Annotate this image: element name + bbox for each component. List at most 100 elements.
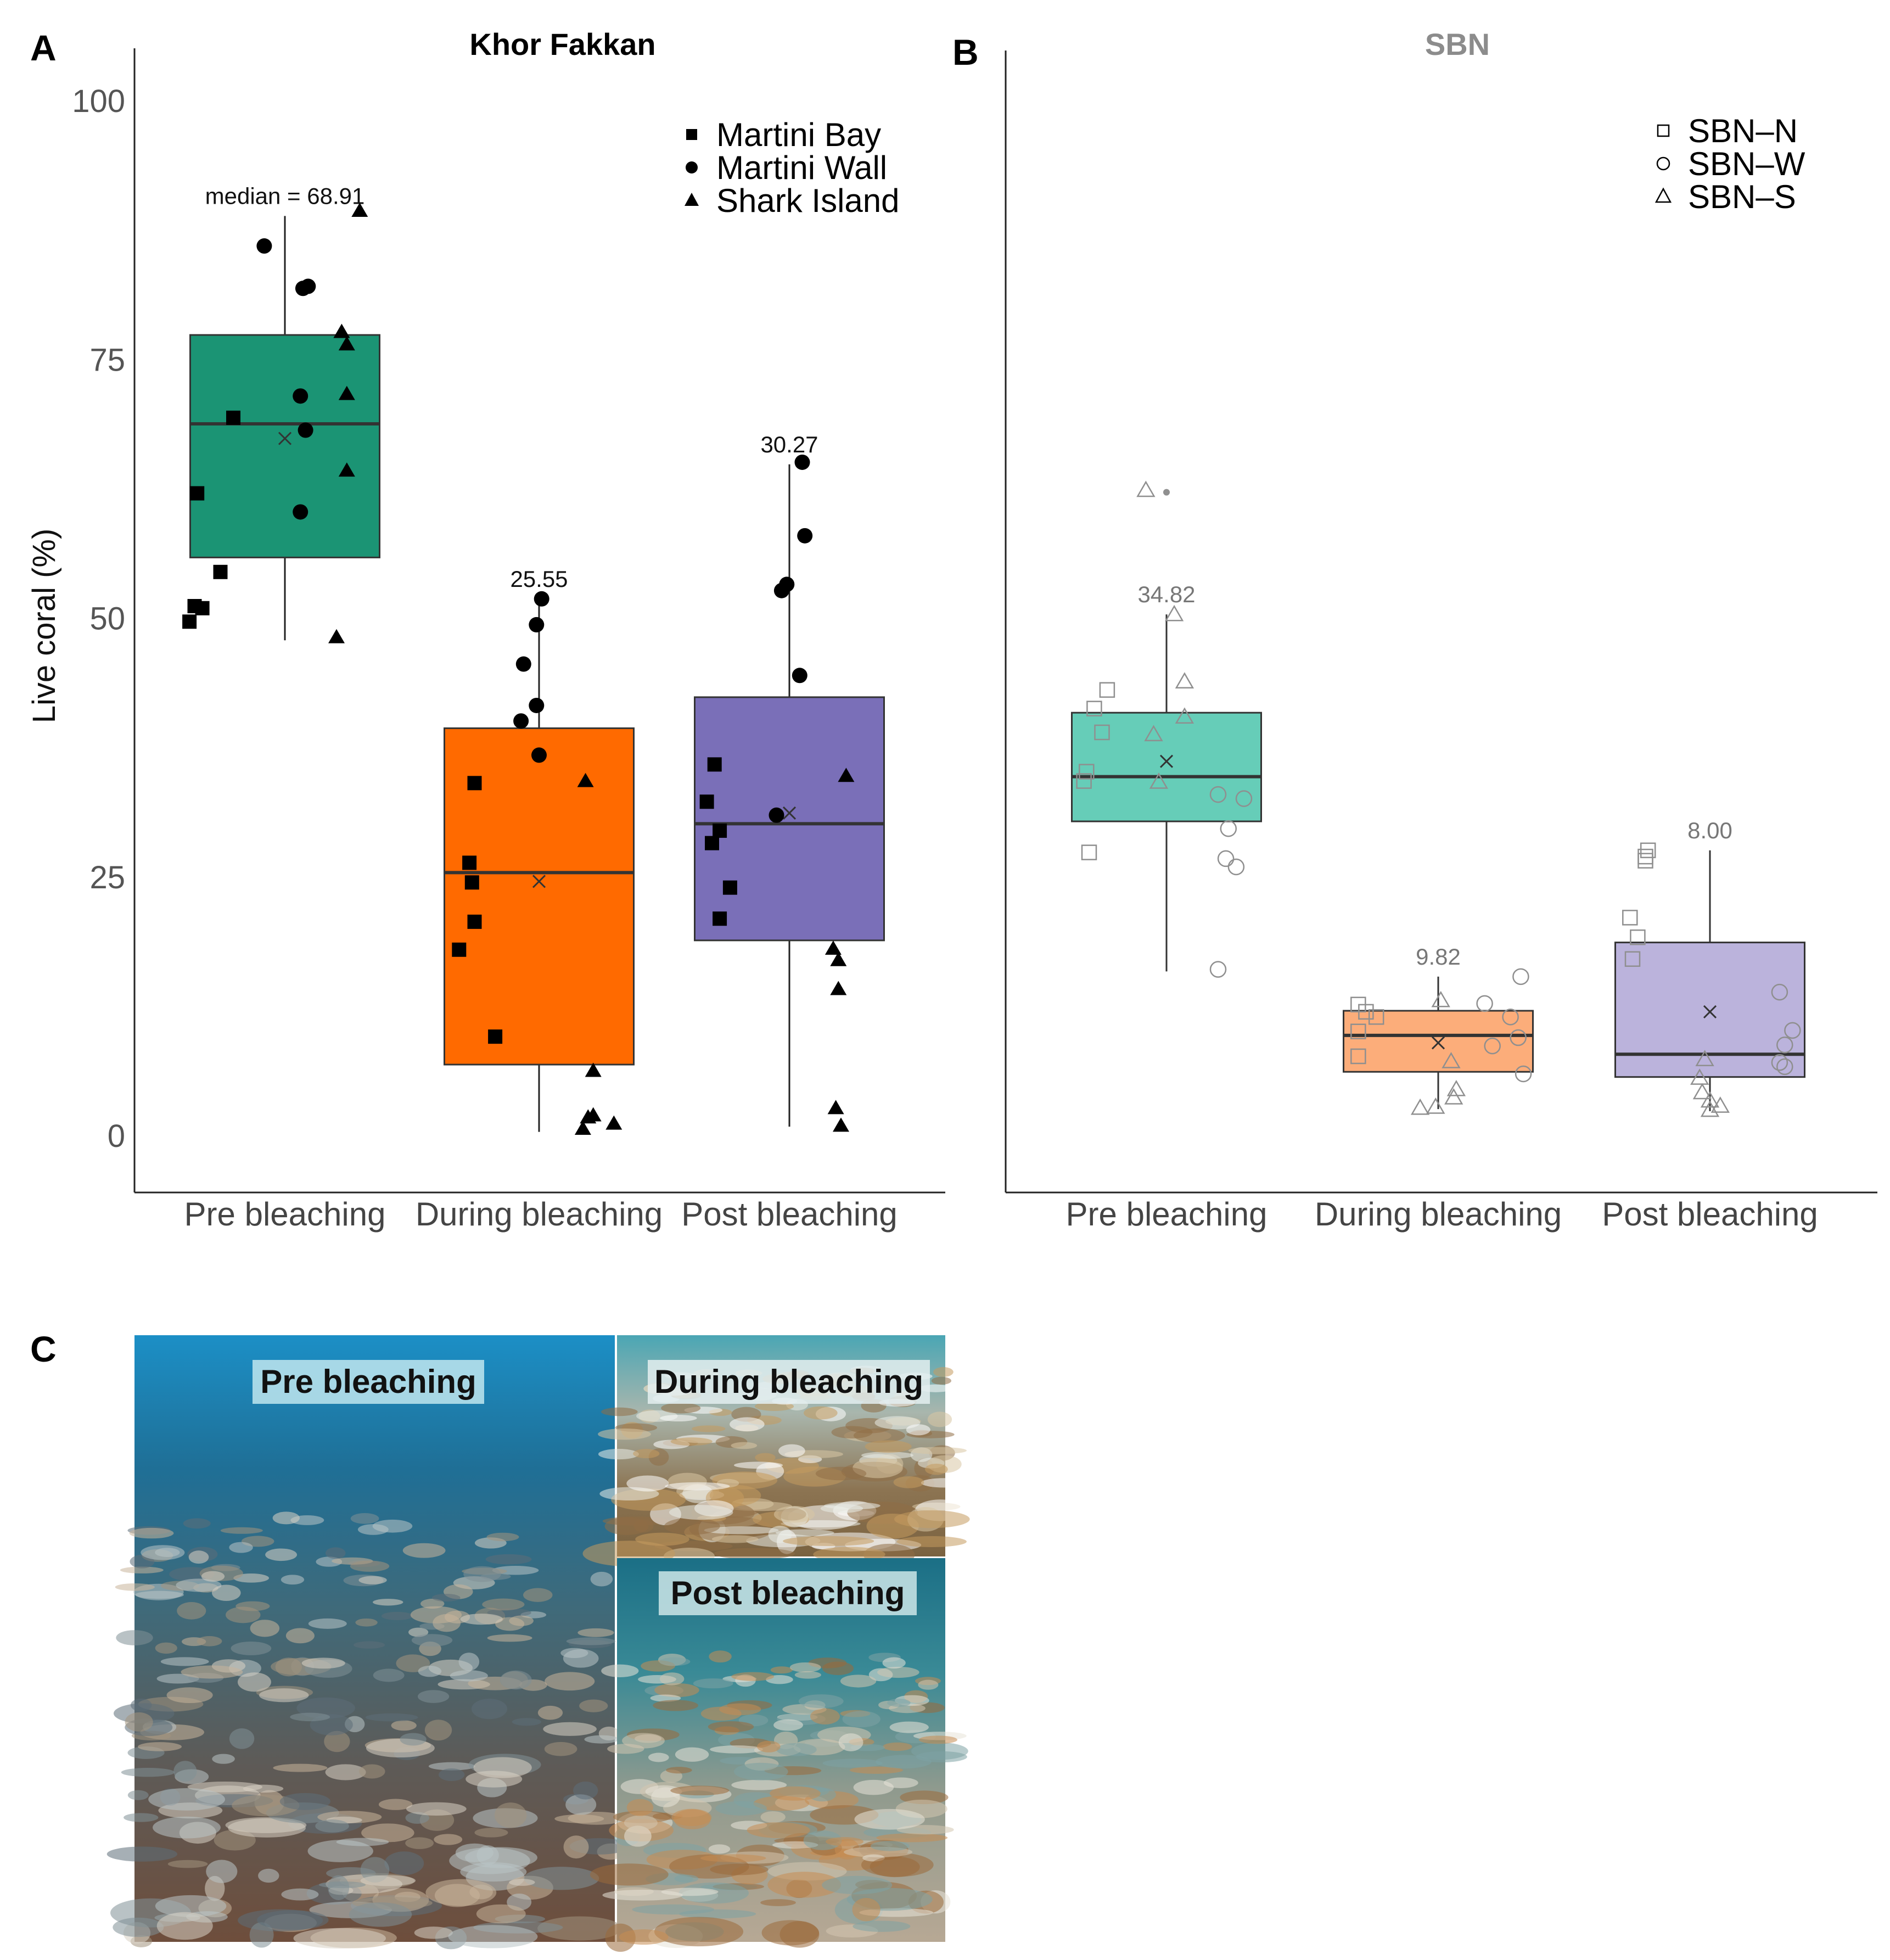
coral-shape [434, 1834, 463, 1845]
coral-shape [852, 1897, 880, 1922]
coral-shape [124, 1813, 159, 1822]
data-point [1446, 1079, 1466, 1096]
coral-shape [626, 1475, 669, 1492]
data-point [467, 776, 482, 791]
coral-shape [130, 1698, 152, 1712]
coral-shape [650, 1694, 681, 1702]
box [694, 696, 885, 942]
chart-khor-fakkan: Khor Fakkan 0 25 50 75 100 median = 68.91 25.… [72, 27, 945, 1233]
data-point [794, 454, 810, 470]
coral-shape [391, 1720, 417, 1731]
data-point [338, 336, 355, 351]
median-label: 25.55 [510, 566, 568, 592]
data-point [1692, 1083, 1712, 1100]
data-point [1442, 1052, 1461, 1068]
mean-marker [1159, 754, 1174, 768]
coral-shape [360, 1875, 416, 1886]
coral-shape [358, 1764, 385, 1779]
data-point [293, 388, 309, 404]
coral-shape [853, 1920, 911, 1932]
coral-shape [177, 1602, 206, 1620]
coral-shape [308, 1618, 347, 1629]
data-point [1512, 968, 1529, 985]
coral-shape [420, 1599, 445, 1609]
data-point [1149, 772, 1169, 789]
data-point [1637, 848, 1653, 865]
data-point [513, 713, 529, 729]
coral-shape [770, 1786, 821, 1801]
data-point [1510, 1029, 1527, 1046]
data-point [1209, 786, 1227, 803]
coral-shape [120, 1566, 164, 1573]
data-point [605, 1115, 622, 1130]
coral-shape [783, 1536, 874, 1546]
legend-marker [1657, 124, 1670, 137]
coral-shape [545, 1672, 595, 1691]
coral-shape [121, 1768, 175, 1777]
coral-shape [770, 1666, 793, 1674]
data-point [452, 942, 467, 957]
coral-shape [406, 1802, 467, 1816]
coral-shape [188, 1550, 209, 1564]
data-point [830, 981, 847, 995]
coral-shape [730, 1417, 765, 1432]
coral-shape [577, 1628, 614, 1637]
coral-shape [512, 1718, 542, 1726]
coral-shape [870, 1856, 920, 1878]
coral-shape [632, 1904, 715, 1915]
coral-shape [659, 1657, 691, 1666]
coral-shape [106, 1846, 178, 1862]
coral-shape [876, 1755, 932, 1769]
coral-shape [823, 1502, 880, 1510]
coral-shape [927, 1412, 952, 1427]
coral-shape [485, 1554, 532, 1565]
y-axis-label: Live coral (%) [26, 529, 62, 724]
coral-shape [281, 1575, 305, 1585]
coral-shape [918, 1735, 957, 1744]
box [189, 334, 380, 558]
coral-shape [842, 1711, 880, 1728]
coral-shape [127, 1790, 149, 1800]
data-point [1630, 929, 1646, 945]
coral-shape [354, 1641, 385, 1649]
data-point [333, 323, 350, 338]
chart-a-points [182, 203, 855, 1135]
coral-shape [601, 1664, 639, 1678]
data-point [1099, 682, 1115, 698]
data-point [338, 462, 355, 477]
data-point [1515, 1065, 1532, 1083]
data-point [1476, 995, 1493, 1012]
coral-shape [414, 1927, 453, 1939]
data-point [1710, 1096, 1730, 1113]
coral-shape [509, 1879, 535, 1886]
data-point [1136, 480, 1156, 497]
coral-shape [624, 1825, 652, 1847]
coral-shape [579, 1699, 608, 1712]
coral-shape [411, 1634, 453, 1647]
legend-label: SBN–N [1688, 113, 1798, 149]
coral-shape [889, 1721, 929, 1733]
coral-shape [424, 1720, 452, 1741]
coral-shape [325, 1764, 366, 1780]
coral-shape [893, 1476, 924, 1488]
data-point [1776, 1036, 1793, 1054]
coral-shape [349, 1902, 412, 1927]
data-point [182, 614, 197, 629]
x-tick-label: During bleaching [416, 1196, 663, 1233]
coral-shape [693, 1678, 733, 1689]
coral-shape [357, 1524, 389, 1535]
coral-shape [318, 1881, 366, 1889]
coral-shape [778, 1444, 805, 1458]
x-tick-label: Pre bleaching [1066, 1196, 1268, 1233]
chart-a-title: Khor Fakkan [469, 27, 655, 61]
coral-shape [544, 1741, 577, 1756]
coral-shape [776, 1743, 817, 1756]
data-point [298, 422, 313, 438]
coral-shape [773, 1505, 815, 1523]
data-point [1175, 707, 1194, 724]
data-point [1431, 990, 1450, 1007]
coral-shape [365, 1713, 418, 1722]
coral-shape [554, 1814, 604, 1823]
data-point [1081, 844, 1097, 860]
